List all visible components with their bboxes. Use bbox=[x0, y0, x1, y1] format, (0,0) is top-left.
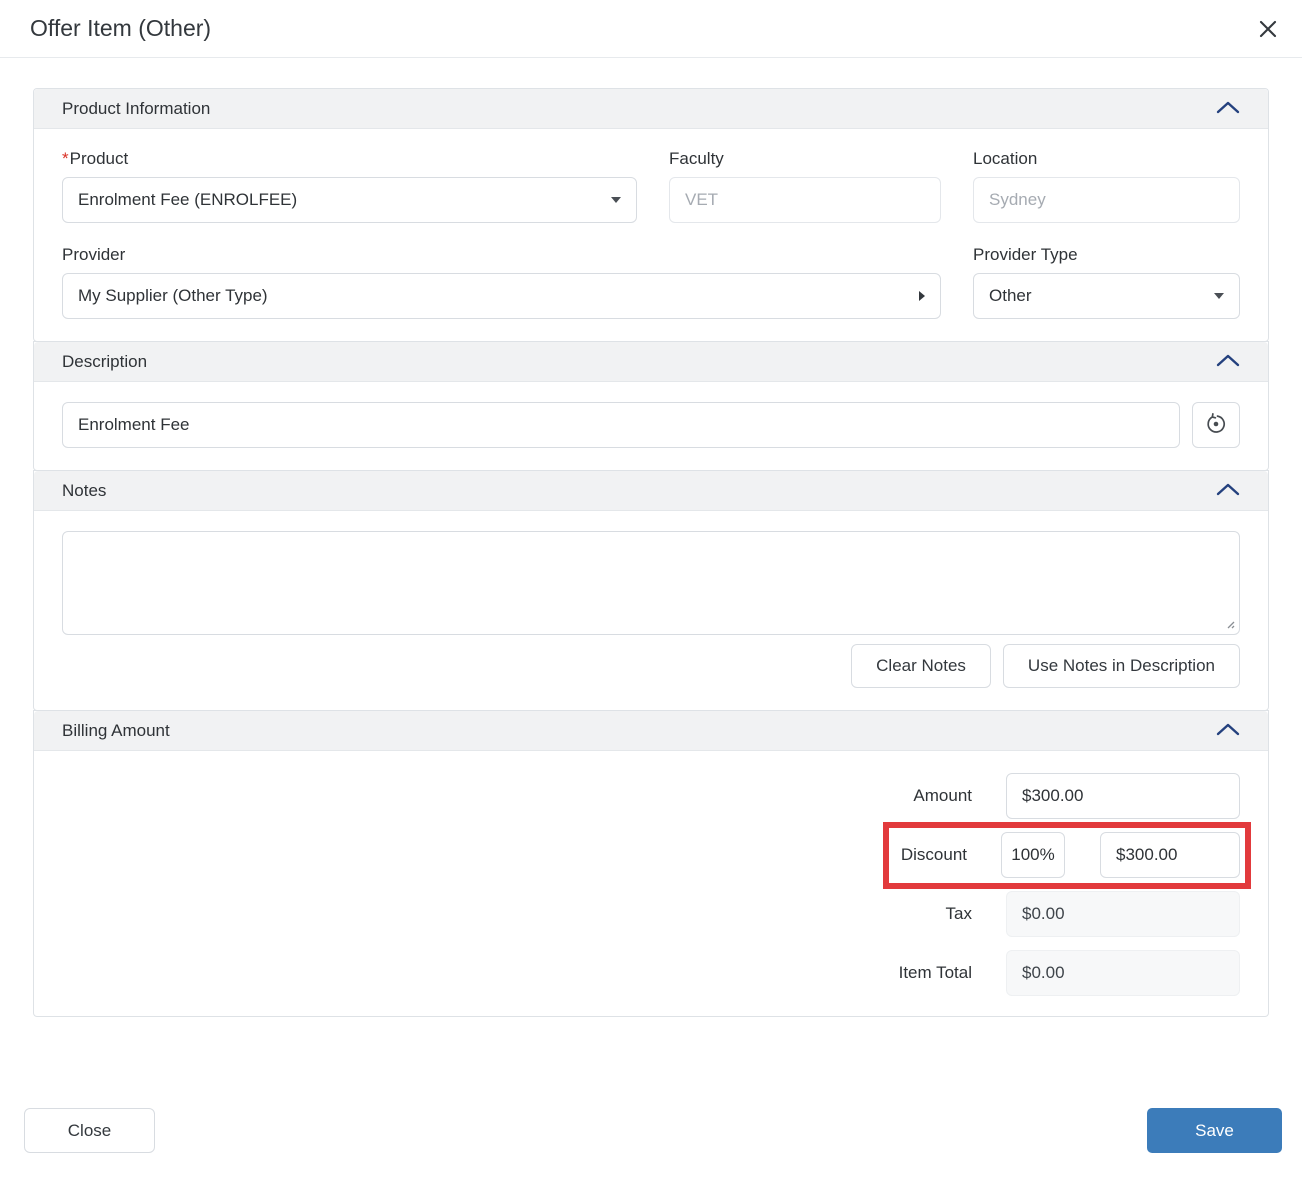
section-title-product-information: Product Information bbox=[62, 98, 211, 118]
item-total-field bbox=[1006, 950, 1240, 996]
chevron-up-icon[interactable] bbox=[1216, 99, 1240, 119]
section-product-information: Product Information *Product Enrolment F… bbox=[33, 88, 1269, 342]
section-billing-amount: Billing Amount Amount Discount bbox=[33, 710, 1269, 1017]
provider-type-field-group: Provider Type Other bbox=[973, 245, 1240, 319]
product-select[interactable]: Enrolment Fee (ENROLFEE) bbox=[62, 177, 637, 223]
location-label: Location bbox=[973, 149, 1038, 168]
modal-footer: Close Save bbox=[0, 1108, 1302, 1153]
save-button[interactable]: Save bbox=[1147, 1108, 1282, 1153]
description-input[interactable] bbox=[62, 402, 1180, 448]
chevron-up-icon[interactable] bbox=[1216, 721, 1240, 741]
item-total-row: Item Total bbox=[62, 950, 1240, 996]
provider-type-select[interactable]: Other bbox=[973, 273, 1240, 319]
caret-down-icon bbox=[611, 197, 621, 203]
faculty-field bbox=[669, 177, 941, 223]
provider-field-group: Provider My Supplier (Other Type) bbox=[62, 245, 941, 319]
provider-select[interactable]: My Supplier (Other Type) bbox=[62, 273, 941, 319]
close-icon[interactable] bbox=[1254, 15, 1282, 43]
description-content bbox=[34, 382, 1268, 470]
discount-label: Discount bbox=[900, 845, 967, 864]
amount-label: Amount bbox=[913, 786, 972, 805]
provider-selected-value: My Supplier (Other Type) bbox=[78, 286, 268, 305]
provider-type-selected-value: Other bbox=[989, 286, 1032, 305]
chevron-up-icon[interactable] bbox=[1216, 481, 1240, 501]
section-header-product-information[interactable]: Product Information bbox=[34, 89, 1268, 129]
amount-input[interactable] bbox=[1006, 773, 1240, 819]
location-field bbox=[973, 177, 1240, 223]
notes-textarea[interactable] bbox=[62, 531, 1240, 635]
discount-percent-input[interactable] bbox=[1001, 832, 1065, 878]
section-title-billing-amount: Billing Amount bbox=[62, 720, 170, 740]
close-button[interactable]: Close bbox=[24, 1108, 155, 1153]
modal-header: Offer Item (Other) bbox=[0, 0, 1302, 58]
page-title: Offer Item (Other) bbox=[30, 15, 212, 41]
restore-icon bbox=[1205, 412, 1227, 438]
clear-notes-button[interactable]: Clear Notes bbox=[851, 644, 991, 688]
caret-down-icon bbox=[1214, 293, 1224, 299]
product-label: *Product bbox=[62, 149, 129, 168]
tax-label: Tax bbox=[945, 904, 972, 923]
caret-right-icon bbox=[919, 291, 925, 301]
product-selected-value: Enrolment Fee (ENROLFEE) bbox=[78, 190, 298, 209]
use-notes-in-description-button[interactable]: Use Notes in Description bbox=[1002, 644, 1240, 688]
tax-field bbox=[1006, 891, 1240, 937]
billing-content: Amount Discount Tax Item Total bbox=[34, 751, 1268, 1016]
provider-type-label: Provider Type bbox=[973, 245, 1078, 264]
faculty-label: Faculty bbox=[669, 149, 724, 168]
section-header-notes[interactable]: Notes bbox=[34, 471, 1268, 511]
section-header-description[interactable]: Description bbox=[34, 342, 1268, 382]
offer-item-modal: Offer Item (Other) Product Information *… bbox=[0, 0, 1302, 1153]
section-title-notes: Notes bbox=[62, 480, 107, 500]
discount-row: Discount bbox=[882, 822, 1251, 889]
required-asterisk: * bbox=[62, 149, 69, 168]
restore-description-button[interactable] bbox=[1192, 402, 1240, 448]
product-field-group: *Product Enrolment Fee (ENROLFEE) bbox=[62, 149, 637, 223]
modal-body: Product Information *Product Enrolment F… bbox=[33, 88, 1269, 1017]
amount-row: Amount bbox=[62, 773, 1240, 819]
discount-amount-input[interactable] bbox=[1100, 832, 1240, 878]
chevron-up-icon[interactable] bbox=[1216, 352, 1240, 372]
tax-row: Tax bbox=[62, 891, 1240, 937]
notes-content: Clear Notes Use Notes in Description bbox=[34, 511, 1268, 710]
section-notes: Notes Clear Notes Use Notes in Descripti… bbox=[33, 470, 1269, 711]
faculty-field-group: Faculty bbox=[669, 149, 941, 223]
section-header-billing-amount[interactable]: Billing Amount bbox=[34, 711, 1268, 751]
section-title-description: Description bbox=[62, 351, 148, 371]
section-description: Description bbox=[33, 341, 1269, 471]
provider-label: Provider bbox=[62, 245, 126, 264]
location-field-group: Location bbox=[973, 149, 1240, 223]
discount-row-wrapper: Discount bbox=[62, 822, 1251, 889]
product-information-content: *Product Enrolment Fee (ENROLFEE) Facult… bbox=[34, 129, 1268, 341]
item-total-label: Item Total bbox=[898, 963, 972, 982]
